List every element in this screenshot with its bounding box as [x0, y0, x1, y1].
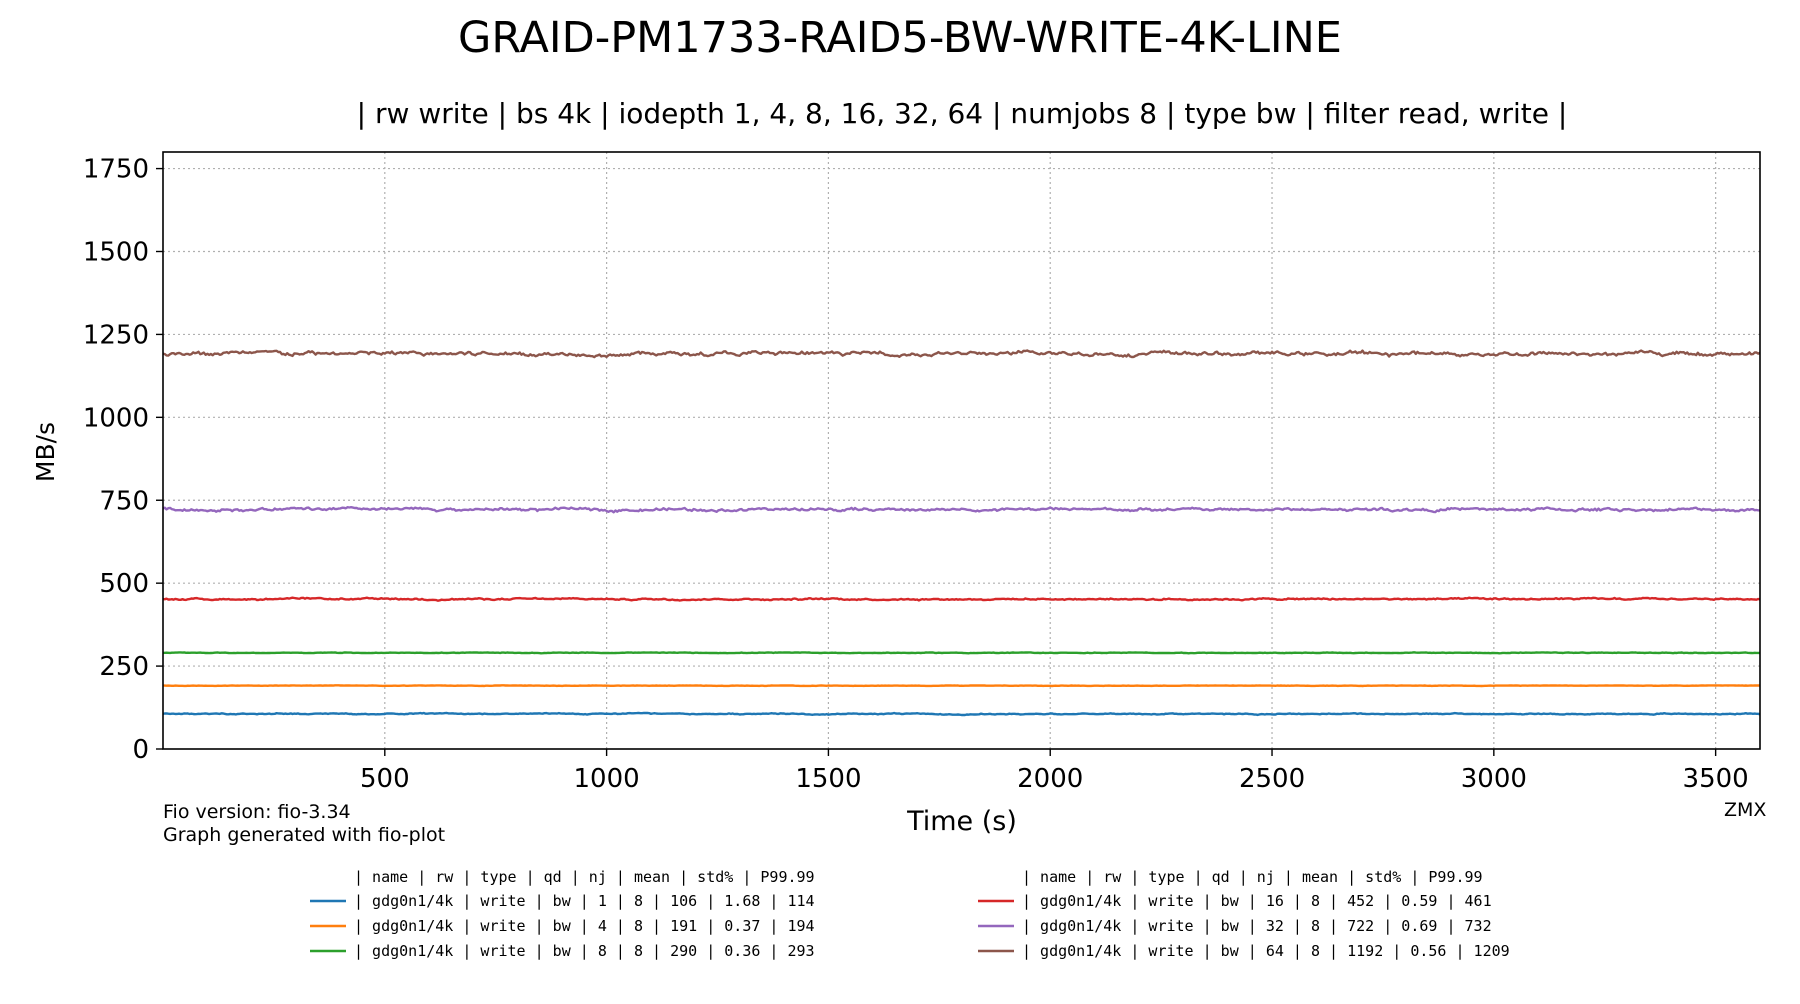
y-axis-ticks: 0 250 500 750 1000 1250 1500 1750 [83, 155, 163, 765]
legend-entry: | gdg0n1/4k | write | bw | 64 | 8 | 1192… [1022, 942, 1510, 960]
corner-label: ZMX [1724, 799, 1766, 821]
y-axis-label: MB/s [31, 422, 60, 482]
x-axis-ticks: 500 1000 1500 2000 2500 3000 3500 [360, 749, 1749, 794]
chart-title: GRAID-PM1733-RAID5-BW-WRITE-4K-LINE [458, 13, 1342, 63]
legend-entry: | gdg0n1/4k | write | bw | 32 | 8 | 722 … [1022, 917, 1492, 935]
fio-version-note: Fio version: fio-3.34 [163, 801, 351, 823]
x-tick-label: 3000 [1461, 764, 1527, 794]
legend-header: | name | rw | type | qd | nj | mean | st… [354, 868, 815, 886]
x-tick-label: 500 [360, 764, 410, 794]
y-tick-label: 1500 [83, 238, 149, 268]
series-line-3 [162, 651, 1761, 655]
legend-header: | name | rw | type | qd | nj | mean | st… [1022, 868, 1483, 886]
y-tick-label: 0 [132, 735, 149, 765]
plot-frame [162, 151, 1761, 750]
y-tick-label: 1250 [83, 320, 149, 350]
y-tick-label: 1750 [83, 155, 149, 185]
fio-plot-note: Graph generated with fio-plot [163, 824, 445, 846]
series-line-2 [163, 684, 1760, 688]
x-tick-label: 2500 [1239, 764, 1305, 794]
series-line-6 [162, 349, 1761, 359]
legend: | name | rw | type | qd | nj | mean | st… [310, 868, 1510, 960]
legend-entry: | gdg0n1/4k | write | bw | 4 | 8 | 191 |… [354, 917, 815, 935]
grid-lines [163, 152, 1760, 749]
y-tick-label: 750 [99, 486, 149, 516]
series-line-4 [163, 596, 1761, 602]
series-line-1 [162, 711, 1761, 717]
legend-entry: | gdg0n1/4k | write | bw | 1 | 8 | 106 |… [354, 892, 815, 910]
series-lines [162, 349, 1761, 717]
legend-entry: | gdg0n1/4k | write | bw | 8 | 8 | 290 |… [354, 942, 815, 960]
x-tick-label: 2000 [1017, 764, 1083, 794]
x-tick-label: 1500 [795, 764, 861, 794]
y-tick-label: 1000 [83, 403, 149, 433]
x-tick-label: 3500 [1683, 764, 1749, 794]
legend-entry: | gdg0n1/4k | write | bw | 16 | 8 | 452 … [1022, 892, 1492, 910]
x-axis-label: Time (s) [906, 806, 1017, 837]
series-line-5 [162, 506, 1761, 514]
x-tick-label: 1000 [574, 764, 640, 794]
y-tick-label: 250 [99, 652, 149, 682]
y-tick-label: 500 [99, 569, 149, 599]
chart-subtitle: | rw write | bs 4k | iodepth 1, 4, 8, 16… [357, 97, 1568, 130]
